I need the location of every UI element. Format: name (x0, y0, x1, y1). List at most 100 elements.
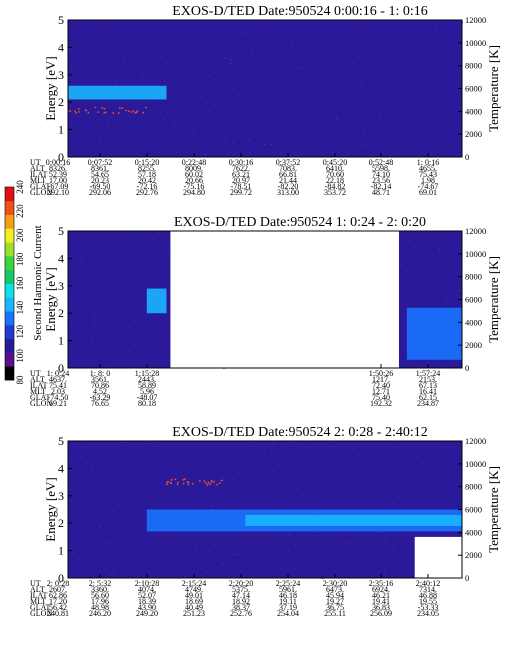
colorbar-segment (5, 242, 14, 257)
noise-cell (130, 146, 133, 148)
noise-cell (455, 56, 458, 58)
noise-cell (207, 110, 210, 112)
noise-cell (332, 58, 335, 60)
table-cell: 70.60 (326, 170, 344, 179)
noise-cell (378, 117, 381, 119)
noise-cell (250, 41, 252, 43)
noise-cell (151, 486, 153, 488)
noise-cell (242, 140, 245, 142)
table-cell: 5375. (232, 585, 250, 594)
noise-cell (239, 532, 241, 534)
noise-cell (139, 549, 142, 551)
noise-cell (81, 304, 83, 306)
noise-cell (425, 102, 428, 104)
noise-cell (257, 552, 259, 554)
noise-cell (128, 326, 130, 328)
noise-cell (110, 541, 113, 542)
table-cell: 70.86 (91, 381, 109, 390)
noise-cell (435, 24, 437, 26)
noise-cell (267, 129, 269, 131)
noise-cell (313, 479, 315, 481)
noise-cell (451, 296, 453, 298)
noise-cell (291, 45, 293, 47)
noise-cell (155, 73, 158, 75)
orbit-table: UT 1: 0:24 1: 8: 0 1:15:28 1:50:26 1:57:24 ALT… (30, 369, 440, 408)
y2-tick-label: 0 (465, 152, 469, 162)
noise-cell (101, 532, 104, 534)
noise-cell (383, 542, 386, 544)
noise-cell (164, 559, 166, 561)
noise-cell (332, 69, 335, 70)
noise-cell (263, 80, 266, 82)
noise-cell (119, 282, 122, 284)
panel-3: EXOS-D/TED Date:950524 2: 0:28 - 2:40:12… (30, 425, 501, 618)
noise-cell (411, 268, 413, 270)
noise-cell (159, 121, 162, 123)
noise-cell (252, 80, 255, 82)
noise-cell (112, 510, 114, 511)
noise-cell (110, 363, 113, 365)
noise-cell (113, 288, 116, 290)
noise-cell (366, 570, 369, 572)
noise-cell (135, 336, 137, 338)
heatmap-noise (68, 20, 463, 157)
noise-cell (296, 107, 298, 109)
noise-cell (298, 555, 300, 557)
noise-cell (224, 139, 226, 141)
table-cell: 60.02 (185, 170, 203, 179)
noise-cell (165, 469, 167, 471)
spectral-band (146, 288, 167, 314)
noise-cell (308, 72, 310, 74)
y2-tick-label: 10000 (465, 459, 486, 469)
table-cell: 17.00 (49, 176, 67, 185)
table-cell: 6410. (326, 164, 344, 173)
y-tick-label: 3 (58, 279, 64, 293)
noise-cell (338, 101, 340, 103)
noise-cell (216, 459, 219, 461)
table-cell: 54.65 (91, 170, 109, 179)
noise-cell (274, 486, 276, 488)
noise-cell (106, 543, 108, 544)
noise-cell (100, 22, 102, 24)
noise-cell (330, 116, 332, 118)
y-tick-label: 2 (58, 95, 64, 109)
noise-cell (455, 462, 457, 464)
noise-cell (77, 64, 79, 66)
scatter-point (166, 483, 168, 486)
table-cell: -78.51 (231, 182, 252, 191)
noise-cell (103, 233, 105, 235)
noise-cell (233, 551, 235, 553)
noise-cell (137, 112, 139, 114)
noise-cell (434, 107, 436, 109)
noise-cell (360, 92, 363, 94)
table-cell: 69.21 (49, 399, 67, 408)
noise-cell (376, 555, 379, 557)
noise-cell (142, 509, 144, 511)
noise-cell (226, 574, 229, 576)
panel-title: EXOS-D/TED Date:950524 1: 0:24 - 2: 0:20 (174, 215, 426, 230)
noise-cell (118, 245, 121, 247)
noise-cell (168, 104, 171, 106)
table-cell: 234.87 (417, 399, 439, 408)
noise-cell (68, 345, 71, 347)
table-cell: 75.41 (49, 381, 67, 390)
y2-tick-label: 8000 (465, 272, 482, 282)
noise-cell (449, 147, 451, 148)
noise-cell (166, 320, 168, 321)
table-cell: 299.72 (230, 188, 252, 197)
table-cell: 2:25:24 (276, 579, 300, 588)
noise-cell (115, 62, 117, 64)
table-row-label: UT (30, 579, 41, 588)
table-cell: 49.01 (185, 591, 203, 600)
noise-cell (261, 562, 264, 564)
noise-cell (123, 71, 126, 73)
table-cell: 46.21 (372, 591, 390, 600)
noise-cell (68, 310, 70, 312)
table-cell: 192.32 (370, 399, 392, 408)
table-cell: 5598. (372, 164, 390, 173)
noise-cell (95, 294, 97, 296)
table-cell: 23.56 (372, 176, 390, 185)
table-cell: 1217. (372, 375, 390, 384)
noise-cell (100, 29, 103, 31)
noise-cell (444, 64, 446, 66)
